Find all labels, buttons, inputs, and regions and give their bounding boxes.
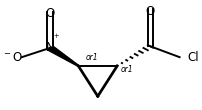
Text: or1: or1: [86, 53, 99, 62]
Text: $^-$O: $^-$O: [2, 51, 24, 64]
Text: O: O: [45, 7, 55, 20]
Text: O: O: [146, 5, 155, 18]
Polygon shape: [47, 46, 79, 66]
Text: Cl: Cl: [187, 51, 199, 64]
Text: N: N: [46, 41, 54, 54]
Text: $^+$: $^+$: [52, 33, 60, 43]
Text: or1: or1: [121, 65, 134, 74]
